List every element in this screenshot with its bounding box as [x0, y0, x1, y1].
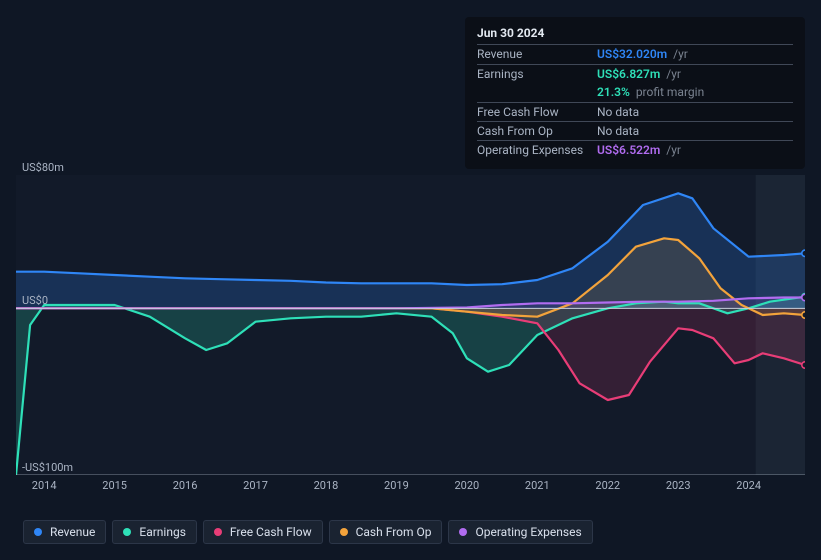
- legend-chip-fcf[interactable]: Free Cash Flow: [203, 520, 323, 544]
- tooltip-row-opex: Operating ExpensesUS$6.522m /yr: [477, 141, 793, 160]
- legend-label: Cash From Op: [356, 526, 432, 538]
- x-tick-label: 2016: [173, 479, 198, 492]
- tooltip-value: US$32.020m /yr: [597, 45, 793, 64]
- x-tick-label: 2021: [525, 479, 550, 492]
- tooltip-key: Operating Expenses: [477, 141, 597, 160]
- legend-swatch-icon: [214, 528, 222, 536]
- tooltip-key: Revenue: [477, 45, 597, 64]
- legend-chip-revenue[interactable]: Revenue: [23, 520, 106, 544]
- chart-legend: Revenue Earnings Free Cash Flow Cash From O…: [23, 520, 593, 544]
- tooltip-date: Jun 30 2024: [477, 26, 793, 44]
- series-endpoint-opex: [802, 294, 805, 300]
- legend-swatch-icon: [340, 528, 348, 536]
- chart-canvas[interactable]: [16, 175, 805, 475]
- legend-chip-cfo[interactable]: Cash From Op: [329, 520, 443, 544]
- series-endpoint-cfo: [802, 312, 805, 318]
- x-tick-label: 2015: [102, 479, 127, 492]
- tooltip-key: Earnings: [477, 64, 597, 83]
- tooltip-table: RevenueUS$32.020m /yrEarningsUS$6.827m /…: [477, 44, 793, 159]
- tooltip-value: US$6.522m /yr: [597, 141, 793, 160]
- legend-label: Free Cash Flow: [230, 526, 312, 538]
- x-tick-label: 2022: [595, 479, 620, 492]
- tooltip-key: Free Cash Flow: [477, 102, 597, 121]
- legend-chip-opex[interactable]: Operating Expenses: [448, 520, 592, 544]
- chart-tooltip: Jun 30 2024 RevenueUS$32.020m /yrEarning…: [465, 17, 805, 169]
- tooltip-value: US$6.827m /yr: [597, 64, 793, 83]
- legend-swatch-icon: [459, 528, 467, 536]
- legend-chip-earnings[interactable]: Earnings: [112, 520, 197, 544]
- tooltip-row-fcf: Free Cash FlowNo data: [477, 102, 793, 121]
- x-axis-ticks: 2014 2015 2016 2017 2018 2019 2020 2021 2022 2023…: [16, 479, 805, 497]
- tooltip-value: No data: [597, 102, 793, 121]
- tooltip-subrow-earnings: 21.3% profit margin: [477, 83, 793, 102]
- legend-label: Operating Expenses: [475, 526, 581, 538]
- series-endpoint-revenue: [802, 250, 805, 256]
- tooltip-value: No data: [597, 121, 793, 140]
- series-endpoint-fcf: [802, 362, 805, 368]
- legend-swatch-icon: [123, 528, 131, 536]
- tooltip-row-revenue: RevenueUS$32.020m /yr: [477, 45, 793, 64]
- y-tick-label: US$80m: [22, 161, 64, 174]
- tooltip-row-cfo: Cash From OpNo data: [477, 121, 793, 140]
- tooltip-key: Cash From Op: [477, 121, 597, 140]
- x-tick-label: 2017: [243, 479, 268, 492]
- x-tick-label: 2018: [314, 479, 339, 492]
- tooltip-row-earnings: EarningsUS$6.827m /yr: [477, 64, 793, 83]
- x-tick-label: 2024: [736, 479, 761, 492]
- earnings-chart: -US$100mUS$0US$80m 201420152016201720182…: [16, 175, 805, 475]
- legend-swatch-icon: [34, 528, 42, 536]
- x-tick-label: 2023: [666, 479, 691, 492]
- x-tick-label: 2019: [384, 479, 409, 492]
- legend-label: Earnings: [139, 526, 186, 538]
- x-tick-label: 2020: [454, 479, 479, 492]
- legend-label: Revenue: [50, 526, 95, 538]
- x-tick-label: 2014: [32, 479, 57, 492]
